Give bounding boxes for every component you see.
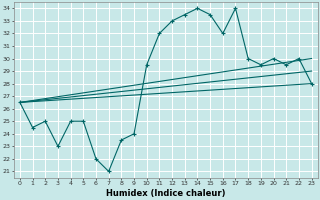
X-axis label: Humidex (Indice chaleur): Humidex (Indice chaleur) — [106, 189, 226, 198]
